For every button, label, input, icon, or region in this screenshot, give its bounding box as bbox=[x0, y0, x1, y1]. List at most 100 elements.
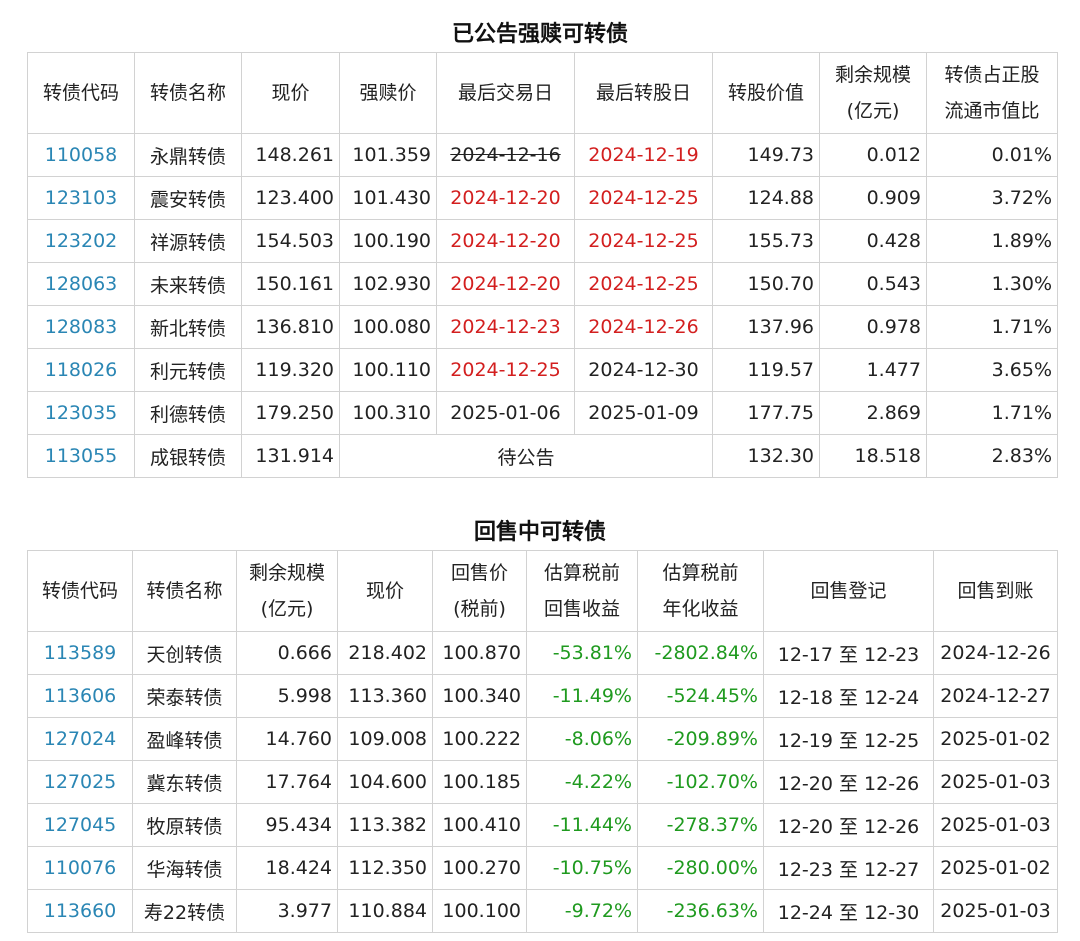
bond-code-link[interactable]: 127045 bbox=[27, 803, 133, 847]
register-period-cell: 12-23 至 12-27 bbox=[763, 846, 934, 890]
convert-value-cell: 137.96 bbox=[712, 305, 820, 349]
col-header-ratio: 转债占正股 流通市值比 bbox=[926, 52, 1058, 134]
register-period-cell: 12-18 至 12-24 bbox=[763, 674, 934, 718]
col-header-price: 现价 bbox=[241, 52, 340, 134]
bond-name: 华海转债 bbox=[132, 846, 237, 890]
price-cell: 112.350 bbox=[337, 846, 433, 890]
est-annual-cell: -524.45% bbox=[637, 674, 764, 718]
col-header-price: 现价 bbox=[337, 550, 433, 632]
register-period-cell: 12-20 至 12-26 bbox=[763, 803, 934, 847]
bond-code-link[interactable]: 118026 bbox=[27, 348, 135, 392]
bond-code-link[interactable]: 113055 bbox=[27, 434, 135, 478]
bond-code-link[interactable]: 110058 bbox=[27, 133, 135, 177]
price-cell: 148.261 bbox=[241, 133, 340, 177]
payment-date-cell: 2025-01-02 bbox=[933, 846, 1058, 890]
putback-price-cell: 100.340 bbox=[432, 674, 527, 718]
redeem-price-cell: 101.430 bbox=[339, 176, 437, 220]
redeem-table-title: 已公告强赎可转债 bbox=[451, 22, 628, 47]
last-convert-date: 2024-12-25 bbox=[574, 262, 713, 306]
table-row: 110076 华海转债 18.424 112.350 100.270 -10.7… bbox=[27, 846, 1058, 890]
redeem-price-cell: 101.359 bbox=[339, 133, 437, 177]
ratio-cell: 1.89% bbox=[926, 219, 1058, 263]
col-header-name: 转债名称 bbox=[132, 550, 237, 632]
col-header-redeem-price: 强赎价 bbox=[339, 52, 437, 134]
redeem-price-cell: 100.190 bbox=[339, 219, 437, 263]
convert-value-cell: 124.88 bbox=[712, 176, 820, 220]
bond-name: 荣泰转债 bbox=[132, 674, 237, 718]
putback-price-cell: 100.410 bbox=[432, 803, 527, 847]
last-trade-date: 2024-12-25 bbox=[436, 348, 575, 392]
last-trade-date: 2024-12-20 bbox=[436, 219, 575, 263]
col-header-est-return-line2: 回售收益 bbox=[543, 598, 620, 620]
redeem-announced-table: 转债代码 转债名称 现价 强赎价 最后交易日 最后转股日 转股价值 剩余规模 (… bbox=[27, 52, 1058, 478]
bond-code-link[interactable]: 127024 bbox=[27, 717, 133, 761]
bond-code-link[interactable]: 113606 bbox=[27, 674, 133, 718]
col-header-est-annual-line1: 估算税前 bbox=[662, 562, 739, 584]
putback-table-title: 回售中可转债 bbox=[473, 520, 606, 545]
col-header-last-convert: 最后转股日 bbox=[574, 52, 713, 134]
bond-code-link[interactable]: 113660 bbox=[27, 889, 133, 933]
convert-value-cell: 150.70 bbox=[712, 262, 820, 306]
table-row: 118026 利元转债 119.320 100.110 2024-12-25 2… bbox=[27, 348, 1058, 392]
price-cell: 109.008 bbox=[337, 717, 433, 761]
putback-price-cell: 100.270 bbox=[432, 846, 527, 890]
remaining-cell: 0.978 bbox=[819, 305, 927, 349]
ratio-cell: 3.72% bbox=[926, 176, 1058, 220]
est-annual-cell: -236.63% bbox=[637, 889, 764, 933]
bond-name: 震安转债 bbox=[134, 176, 242, 220]
col-header-putback-line2: (税前) bbox=[453, 598, 506, 620]
last-trade-date: 2024-12-20 bbox=[436, 262, 575, 306]
est-return-cell: -53.81% bbox=[526, 631, 638, 675]
est-annual-cell: -2802.84% bbox=[637, 631, 764, 675]
bond-code-link[interactable]: 123035 bbox=[27, 391, 135, 435]
redeem-price-cell: 102.930 bbox=[339, 262, 437, 306]
col-header-payment: 回售到账 bbox=[933, 550, 1058, 632]
bond-code-link[interactable]: 128063 bbox=[27, 262, 135, 306]
bond-code-link[interactable]: 127025 bbox=[27, 760, 133, 804]
col-header-remaining-line1: 剩余规模 bbox=[834, 64, 911, 86]
est-annual-cell: -209.89% bbox=[637, 717, 764, 761]
col-header-remaining-line2: (亿元) bbox=[846, 100, 900, 122]
register-period-cell: 12-19 至 12-25 bbox=[763, 717, 934, 761]
table-row: 127024 盈峰转债 14.760 109.008 100.222 -8.06… bbox=[27, 717, 1058, 761]
col-header-est-annual: 估算税前 年化收益 bbox=[637, 550, 764, 632]
payment-date-cell: 2024-12-26 bbox=[933, 631, 1058, 675]
col-header-est-return: 估算税前 回售收益 bbox=[526, 550, 638, 632]
bond-code-link[interactable]: 113589 bbox=[27, 631, 133, 675]
bond-name: 祥源转债 bbox=[134, 219, 242, 263]
table-row: 127045 牧原转债 95.434 113.382 100.410 -11.4… bbox=[27, 803, 1058, 847]
bond-name: 未来转债 bbox=[134, 262, 242, 306]
ratio-cell: 3.65% bbox=[926, 348, 1058, 392]
est-return-cell: -11.44% bbox=[526, 803, 638, 847]
bond-code-link[interactable]: 110076 bbox=[27, 846, 133, 890]
bond-name: 成银转债 bbox=[134, 434, 242, 478]
table-row: 123202 祥源转债 154.503 100.190 2024-12-20 2… bbox=[27, 219, 1058, 263]
table-row: 123103 震安转债 123.400 101.430 2024-12-20 2… bbox=[27, 176, 1058, 220]
col-header-name: 转债名称 bbox=[134, 52, 242, 134]
register-period-cell: 12-20 至 12-26 bbox=[763, 760, 934, 804]
remaining-cell: 3.977 bbox=[236, 889, 338, 933]
ratio-cell: 1.30% bbox=[926, 262, 1058, 306]
remaining-cell: 0.909 bbox=[819, 176, 927, 220]
ratio-cell: 0.01% bbox=[926, 133, 1058, 177]
bond-name: 永鼎转债 bbox=[134, 133, 242, 177]
col-header-last-trade: 最后交易日 bbox=[436, 52, 575, 134]
price-cell: 113.360 bbox=[337, 674, 433, 718]
col-header-remaining-line1: 剩余规模 bbox=[248, 562, 325, 584]
bond-code-link[interactable]: 123103 bbox=[27, 176, 135, 220]
col-header-convert-value: 转股价值 bbox=[712, 52, 820, 134]
table-header-row: 转债代码 转债名称 现价 强赎价 最后交易日 最后转股日 转股价值 剩余规模 (… bbox=[27, 52, 1058, 134]
convert-value-cell: 132.30 bbox=[712, 434, 820, 478]
putback-table: 转债代码 转债名称 剩余规模 (亿元) 现价 回售价 (税前) 估算税前 回售收… bbox=[27, 550, 1058, 933]
remaining-cell: 0.012 bbox=[819, 133, 927, 177]
bond-code-link[interactable]: 123202 bbox=[27, 219, 135, 263]
ratio-cell: 1.71% bbox=[926, 305, 1058, 349]
est-return-cell: -10.75% bbox=[526, 846, 638, 890]
remaining-cell: 18.424 bbox=[236, 846, 338, 890]
price-cell: 218.402 bbox=[337, 631, 433, 675]
bond-code-link[interactable]: 128083 bbox=[27, 305, 135, 349]
bond-name: 利德转债 bbox=[134, 391, 242, 435]
col-header-remaining: 剩余规模 (亿元) bbox=[819, 52, 927, 134]
remaining-cell: 0.543 bbox=[819, 262, 927, 306]
table-row: 128083 新北转债 136.810 100.080 2024-12-23 2… bbox=[27, 305, 1058, 349]
